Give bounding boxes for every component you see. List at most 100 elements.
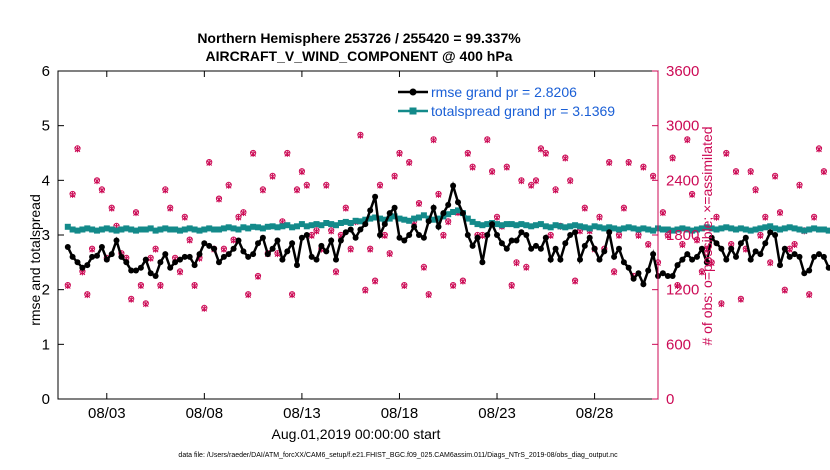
obs-assimilated-marker [377,182,383,189]
obs-assimilated-marker [791,242,798,248]
right-y-tick-label: 3000 [666,118,699,135]
obs-assimilated-marker [445,219,452,226]
obs-assimilated-marker [245,292,252,299]
y-axis-right-label: # of obs: o=possible; ×=assimilated [699,126,715,345]
totalspread-point [357,218,364,225]
totalspread-point [211,226,218,233]
obs-assimilated-marker [181,214,188,221]
totalspread-point [416,214,422,221]
obs-assimilated-marker [299,169,305,176]
rmse-point [459,210,466,217]
rmse-point [128,267,135,274]
totalspread-point [606,224,613,231]
obs-assimilated-marker [616,232,622,239]
totalspread-point [791,225,798,232]
totalspread-point [689,227,696,234]
rmse-point [186,253,193,260]
obs-assimilated-marker [567,178,574,185]
totalspread-point [79,226,86,233]
rmse-point [513,237,520,244]
obs-assimilated-marker [572,278,578,285]
totalspread-point [128,226,135,233]
totalspread-point [420,212,427,219]
rmse-point [211,245,218,252]
rmse-point [391,204,398,211]
obs-assimilated-marker [552,187,559,194]
rmse-point [562,240,569,247]
totalspread-point [123,225,130,232]
obs-assimilated-marker [201,305,208,312]
chart-title-line1: Northern Hemisphere 253726 / 255420 = 99… [197,30,521,46]
rmse-point [337,237,344,244]
rmse-point [411,223,418,230]
rmse-point [723,256,730,263]
rmse-point [757,251,764,258]
totalspread-point [259,225,266,232]
rmse-point [455,199,461,206]
rmse-point [552,245,559,252]
legend: rmse grand pr = 2.8206 totalspread grand… [398,84,615,119]
totalspread-point [596,224,603,231]
obs-assimilated-marker [274,251,281,258]
obs-assimilated-marker [303,182,310,189]
obs-assimilated-marker [347,246,354,253]
totalspread-point [640,225,647,232]
rmse-point [445,201,452,208]
obs-assimilated-marker [621,205,627,212]
rmse-point [220,253,227,260]
obs-assimilated-marker [235,214,242,221]
totalspread-point [762,224,769,231]
rmse-point [89,253,96,260]
obs-assimilated-marker [733,169,739,176]
obs-assimilated-marker [562,155,569,162]
obs-assimilated-marker [523,264,530,271]
rmse-point [440,210,447,217]
obs-assimilated-marker [396,150,403,157]
rmse-point [679,256,686,263]
rmse-point [386,210,393,217]
totalspread-point [245,225,252,232]
totalspread-point [801,227,808,234]
totalspread-point [133,227,139,234]
totalspread-point [625,224,632,231]
totalspread-point [630,225,637,232]
rmse-series [64,181,830,288]
obs-assimilated-marker [308,232,315,239]
rmse-point [498,240,505,247]
totalspread-point [557,223,564,230]
obs-assimilated-marker [391,173,398,180]
rmse-point [645,267,652,274]
rmse-point [816,251,822,258]
rmse-point [137,264,144,271]
rmse-point [567,232,574,238]
rmse-point [528,245,535,252]
rmse-point [64,244,71,250]
rmse-point [533,242,539,249]
obs-assimilated-marker [708,260,715,267]
totalspread-point [806,226,813,233]
rmse-point [796,253,803,260]
obs-assimilated-marker [606,160,613,166]
obs-assimilated-marker [460,278,466,285]
right-y-tick-label: 2400 [666,172,699,189]
rmse-point [372,193,379,200]
rmse-point [694,253,700,260]
rmse-point [313,256,320,263]
rmse-point [620,259,627,266]
rmse-point [167,264,174,271]
totalspread-point [498,222,505,229]
obs-assimilated-marker [752,187,759,194]
totalspread-point [537,221,544,228]
rmse-point [596,256,603,263]
totalspread-point [220,225,227,232]
totalspread-point [733,226,739,233]
obs-assimilated-marker [640,164,647,171]
rmse-point [547,256,554,263]
rmse-point [767,229,774,236]
totalspread-point [645,226,652,233]
rmse-point [294,262,300,269]
totalspread-series [64,207,830,234]
rmse-point [728,245,735,252]
totalspread-point [825,227,830,234]
totalspread-point [435,215,442,222]
